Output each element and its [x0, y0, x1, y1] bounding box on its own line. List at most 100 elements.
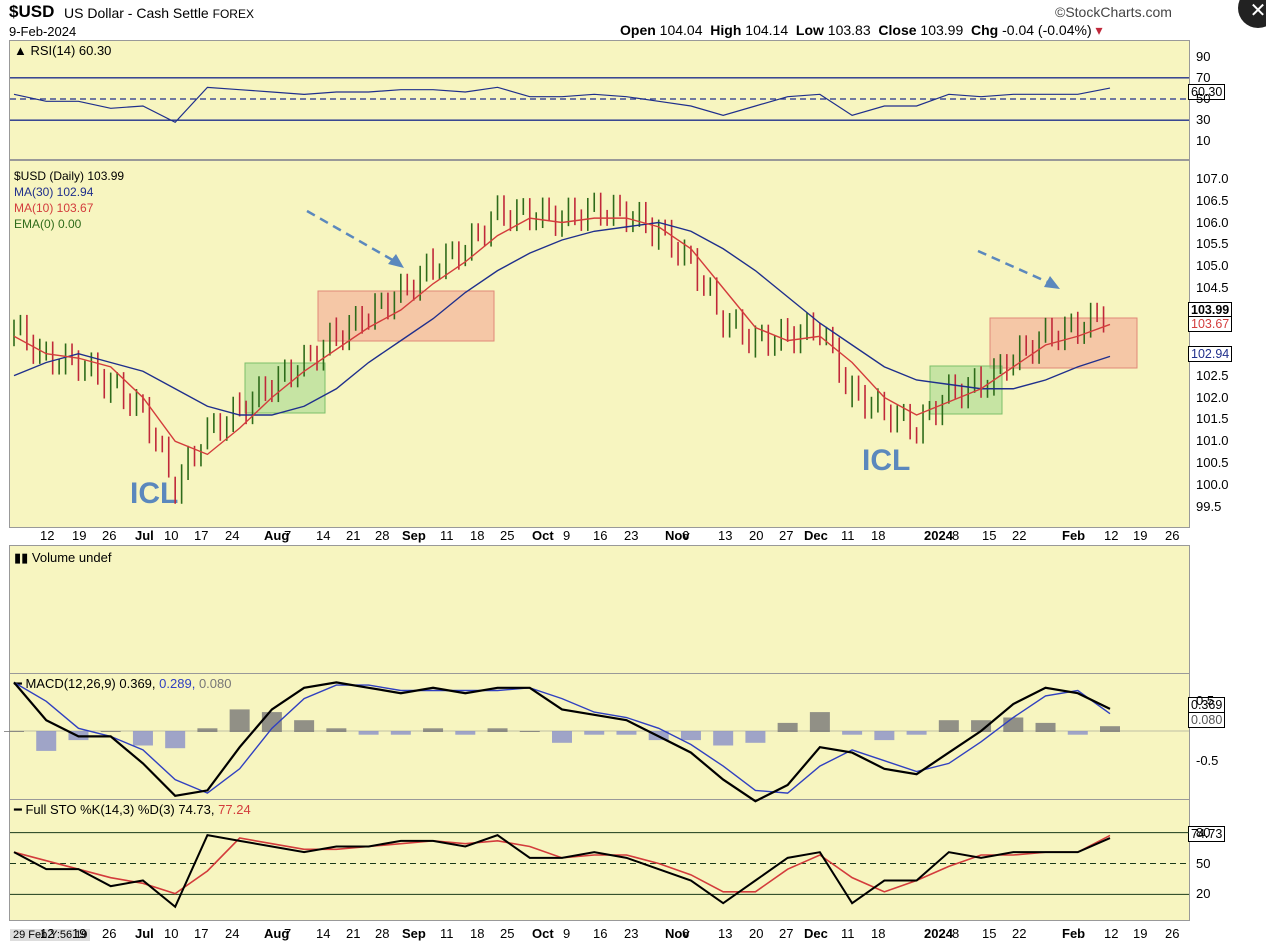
date-label-0-11: 28 [375, 528, 390, 543]
legend-ema: EMA(0) 0.00 [14, 217, 82, 231]
macd-hist-3 [100, 731, 121, 732]
macd-hist-25 [809, 712, 830, 732]
volume-panel: ▮▮ Volume undef [9, 545, 1190, 675]
date-label-0-33: 12 [1104, 528, 1119, 543]
macd-hist-10 [326, 728, 347, 732]
date-label-1-18: 16 [593, 926, 608, 941]
rsi-tick-0: 90 [1196, 48, 1211, 64]
date-label-1-33: 12 [1104, 926, 1119, 941]
macd-hist-27 [874, 731, 895, 741]
ohlc-readout: Open 104.04 High 104.14 Low 103.83 Close… [620, 22, 1103, 38]
date-label-0-32: Feb [1062, 528, 1086, 543]
macd-hist-31 [1003, 717, 1024, 732]
date-label-1-0: 12 [40, 926, 55, 941]
support-box-2 [929, 365, 1003, 415]
macd-hist-22 [713, 731, 734, 746]
price-tick-15: 99.5 [1196, 498, 1222, 514]
macd-hist-12 [390, 731, 411, 735]
date-label-0-22: 13 [718, 528, 733, 543]
date-label-1-17: 9 [563, 926, 571, 941]
date-label-1-10: 21 [346, 926, 361, 941]
brand-logo: ©StockCharts.com [1055, 4, 1172, 20]
date-label-1-1: 19 [72, 926, 87, 941]
macd-hist-4 [132, 731, 153, 746]
rsi-tick-1: 70 [1196, 69, 1211, 85]
tag-ma30: 102.94 [1188, 346, 1233, 362]
date-label-0-3: Jul [135, 528, 154, 543]
date-label-1-31: 22 [1012, 926, 1027, 941]
macd-hist-30 [971, 720, 992, 732]
description: US Dollar - Cash Settle FOREX [64, 5, 254, 21]
date-label-0-15: 25 [500, 528, 515, 543]
date-label-1-26: 11 [841, 926, 855, 941]
date-label-1-23: 20 [749, 926, 764, 941]
macd-hist-13 [423, 728, 444, 732]
arrow-2 [977, 249, 1053, 286]
volume-label: ▮▮ Volume undef [14, 550, 112, 565]
resistance-box-1 [317, 290, 495, 342]
macd-hist-11 [358, 731, 379, 735]
tag-close: 103.99 [1188, 302, 1233, 318]
legend-price: $USD (Daily) 103.99 [14, 169, 125, 183]
macd-hist-0 [4, 731, 24, 732]
price-tick-3: 105.5 [1196, 236, 1229, 252]
macd-line [13, 681, 1111, 803]
chart-header: $USD US Dollar - Cash Settle FOREX 9-Feb… [0, 0, 1266, 40]
date-label-0-17: 9 [563, 528, 571, 543]
date-label-1-2: 26 [102, 926, 117, 941]
date-label-0-20: Nov [665, 528, 690, 543]
date-label-0-9: 14 [316, 528, 331, 543]
arrow-1 [306, 209, 397, 264]
sto-panel: ━ Full STO %K(14,3) %D(3) 74.73, 77.24 [9, 799, 1190, 921]
rsi-tick-3: 30 [1196, 112, 1211, 128]
price-tick-5: 104.5 [1196, 280, 1229, 296]
macd-hist-29 [938, 720, 959, 732]
macd-label: ━ MACD(12,26,9) 0.369, 0.289, 0.080 [14, 676, 232, 691]
date-label-1-6: 24 [225, 926, 240, 941]
date-label-1-19: 23 [624, 926, 639, 941]
date-label-1-22: 13 [718, 926, 733, 941]
rsi-tick-2: 50 [1196, 91, 1211, 106]
price-tick-2: 106.0 [1196, 214, 1229, 230]
rsi-panel: ▲ RSI(14) 60.30 [9, 40, 1190, 160]
cursor-readout: 29 Feb Y:56.19 [10, 929, 91, 941]
sto-tick-2: 20 [1196, 886, 1211, 902]
price-tick-12: 101.0 [1196, 433, 1229, 449]
macd-hist-16 [519, 731, 540, 732]
date-label-1-16: Oct [532, 926, 554, 941]
macd-hist-17 [552, 731, 572, 743]
rsi-tick-4: 10 [1196, 133, 1211, 149]
macd-hist-7 [229, 709, 250, 732]
macd-tick-top: 0.5 [1196, 693, 1215, 708]
date-label-1-5: 17 [194, 926, 209, 941]
date-label-0-35: 26 [1165, 528, 1180, 543]
macd-hist-19 [616, 731, 637, 735]
macd-hist-26 [842, 731, 863, 735]
date-label-0-16: Oct [532, 528, 554, 543]
date-label-1-13: 11 [440, 926, 454, 941]
date-label-0-13: 11 [440, 528, 454, 543]
sto-tick-0: 80 [1196, 824, 1211, 840]
date-label-1-34: 19 [1133, 926, 1148, 941]
chart-date: 9-Feb-2024 [9, 24, 77, 39]
sto-d-line [13, 834, 1111, 895]
date-label-0-8: 7 [284, 528, 292, 543]
date-label-1-24: 27 [779, 926, 794, 941]
macd-hist-6 [197, 728, 218, 732]
date-label-0-18: 16 [593, 528, 608, 543]
price-tick-4: 105.0 [1196, 258, 1229, 274]
date-label-0-10: 21 [346, 528, 361, 543]
macd-hist-24 [777, 722, 798, 732]
date-label-1-8: 7 [284, 926, 292, 941]
date-label-1-21: 6 [682, 926, 690, 941]
date-label-0-30: 15 [982, 528, 997, 543]
date-label-0-23: 20 [749, 528, 764, 543]
date-label-0-7: Aug [264, 528, 290, 543]
price-tick-1: 106.5 [1196, 192, 1229, 208]
date-label-0-24: 27 [779, 528, 794, 543]
date-label-0-5: 17 [194, 528, 209, 543]
date-label-1-32: Feb [1062, 926, 1086, 941]
macd-hist-34 [1100, 726, 1120, 732]
macd-hist-15 [487, 728, 508, 732]
macd-hist-33 [1067, 731, 1088, 735]
